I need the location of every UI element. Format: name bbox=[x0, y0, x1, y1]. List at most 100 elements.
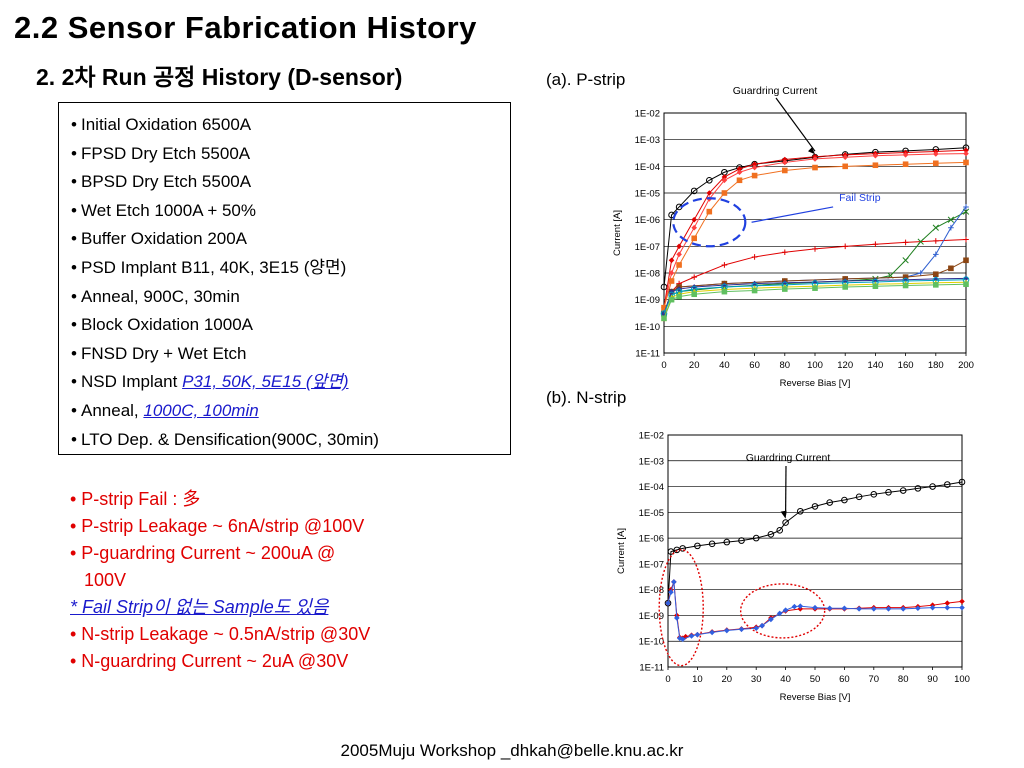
data-point bbox=[856, 606, 862, 612]
data-point bbox=[811, 503, 819, 510]
y-tick-label: 1E-08 bbox=[635, 269, 660, 280]
process-step: • FPSD Dry Etch 5500A bbox=[71, 140, 510, 169]
data-point bbox=[933, 160, 939, 167]
process-step: • Block Oxidation 1000A bbox=[71, 311, 510, 340]
data-point bbox=[768, 616, 774, 623]
process-steps-list: • Initial Oxidation 6500A • FPSD Dry Etch 5… bbox=[71, 111, 510, 454]
data-point bbox=[826, 605, 833, 612]
y-tick-label: 1E-09 bbox=[639, 611, 664, 622]
x-tick-label: 70 bbox=[869, 674, 880, 685]
data-point bbox=[933, 238, 939, 244]
data-point bbox=[721, 174, 728, 180]
y-tick-label: 1E-07 bbox=[639, 559, 664, 570]
data-point bbox=[791, 603, 798, 610]
y-tick-label: 1E-07 bbox=[635, 242, 660, 253]
fail-strip-arrow bbox=[751, 206, 834, 223]
data-point bbox=[902, 152, 909, 158]
bullet-glyph: • bbox=[71, 400, 77, 420]
x-tick-label: 120 bbox=[837, 360, 853, 371]
data-point bbox=[933, 151, 939, 157]
bullet-glyph: • bbox=[71, 257, 77, 277]
plot-area bbox=[663, 112, 967, 354]
data-point bbox=[668, 270, 675, 276]
data-point bbox=[694, 631, 701, 638]
data-point bbox=[667, 548, 675, 555]
x-tick-label: 100 bbox=[954, 674, 970, 685]
data-point bbox=[688, 633, 695, 639]
process-step-text: Anneal, bbox=[81, 400, 144, 420]
y-tick-label: 1E-03 bbox=[635, 135, 660, 146]
arrow-head bbox=[780, 510, 787, 519]
bullet-glyph: • bbox=[71, 172, 77, 192]
data-point bbox=[899, 487, 907, 494]
data-point bbox=[706, 208, 713, 215]
data-point bbox=[708, 540, 716, 548]
y-tick-label: 1E-04 bbox=[635, 162, 660, 173]
data-point bbox=[947, 216, 955, 223]
process-step: • Anneal, 900C, 30min bbox=[71, 283, 510, 312]
y-tick-label: 1E-08 bbox=[639, 585, 664, 596]
x-tick-label: 140 bbox=[867, 360, 883, 371]
data-point bbox=[826, 499, 833, 506]
data-point bbox=[679, 545, 686, 552]
process-step-highlight: 1000C, 100min bbox=[143, 400, 259, 420]
data-point bbox=[944, 600, 951, 606]
data-point bbox=[871, 606, 877, 612]
data-point bbox=[668, 589, 674, 595]
data-point bbox=[944, 481, 951, 488]
data-point bbox=[948, 265, 954, 272]
data-point bbox=[963, 204, 969, 210]
process-step: • PSD Implant B11, 40K, 3E15 (양면) bbox=[71, 254, 510, 283]
data-point bbox=[933, 271, 939, 278]
process-step: • Wet Etch 1000A + 50% bbox=[71, 197, 510, 226]
arrow-head bbox=[808, 147, 815, 155]
slide-title: 2.2 Sensor Fabrication History bbox=[14, 10, 477, 45]
y-tick-label: 1E-11 bbox=[635, 349, 660, 360]
data-point bbox=[902, 282, 909, 289]
y-tick-label: 1E-05 bbox=[639, 508, 664, 519]
data-point bbox=[661, 304, 667, 311]
data-point bbox=[782, 167, 788, 174]
note-n-strip-leakage: • N-strip Leakage ~ 0.5nA/strip @30V bbox=[70, 624, 371, 644]
data-point bbox=[721, 190, 728, 196]
data-point bbox=[782, 519, 789, 526]
slide-footer: 2005Muju Workshop _dhkah@belle.knu.ac.kr bbox=[340, 741, 684, 760]
summary-notes: • P-strip Fail : 多 • P-strip Leakage ~ 6… bbox=[70, 486, 490, 675]
data-point bbox=[782, 279, 788, 286]
x-tick-label: 40 bbox=[780, 674, 791, 685]
y-tick-label: 1E-02 bbox=[635, 109, 660, 120]
data-point bbox=[751, 161, 758, 168]
data-point bbox=[917, 270, 924, 276]
data-point bbox=[751, 172, 758, 179]
y-tick-label: 1E-03 bbox=[639, 456, 664, 467]
x-tick-label: 200 bbox=[958, 360, 974, 371]
process-step-highlight: P31, 50K, 5E15 (앞면) bbox=[182, 372, 349, 392]
series-strip bbox=[661, 281, 969, 322]
data-point bbox=[842, 243, 848, 250]
data-point bbox=[706, 190, 713, 196]
data-point bbox=[872, 241, 879, 248]
bullet-glyph: • bbox=[71, 315, 77, 335]
process-step-text: Buffer Oxidation 200A bbox=[81, 229, 248, 249]
data-point bbox=[676, 243, 682, 250]
process-step-text: PSD Implant B11, 40K, 3E15 (양면) bbox=[81, 257, 347, 277]
y-tick-label: 1E-10 bbox=[635, 322, 660, 333]
data-point bbox=[709, 629, 715, 636]
data-point bbox=[691, 274, 697, 280]
data-point bbox=[872, 283, 879, 289]
y-axis-label: Current [A] bbox=[612, 210, 623, 256]
data-point bbox=[691, 216, 697, 223]
data-point bbox=[691, 235, 697, 242]
data-point bbox=[944, 604, 951, 611]
data-point bbox=[694, 542, 701, 550]
process-step: • BPSD Dry Etch 5500A bbox=[71, 168, 510, 197]
x-axis-label: Reverse Bias [V] bbox=[780, 692, 851, 703]
process-step-text: BPSD Dry Etch 5500A bbox=[81, 172, 252, 192]
process-step-text: Initial Oxidation 6500A bbox=[81, 115, 252, 134]
process-steps-box: • Initial Oxidation 6500A • FPSD Dry Etch 5… bbox=[58, 102, 511, 455]
series-strip bbox=[665, 579, 965, 642]
bullet-glyph: • bbox=[71, 143, 77, 163]
y-tick-label: 1E-04 bbox=[639, 482, 664, 493]
data-point bbox=[855, 493, 863, 501]
data-point bbox=[721, 177, 728, 184]
